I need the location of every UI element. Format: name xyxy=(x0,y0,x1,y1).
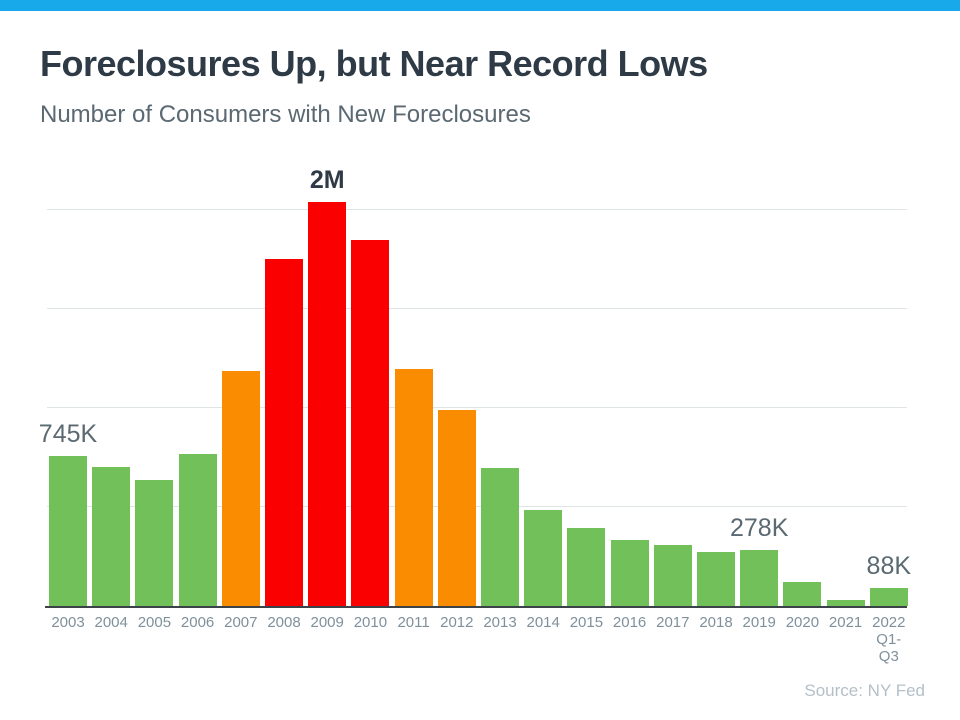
source-note: Source: NY Fed xyxy=(804,681,925,700)
x-axis-label-2016: 2016 xyxy=(612,614,647,631)
x-axis-label-2009: 2009 xyxy=(310,614,344,631)
gridline-1500k xyxy=(47,308,907,309)
bar-2009 xyxy=(308,202,347,606)
data-label-745k: 745K xyxy=(38,420,98,448)
bar-2011 xyxy=(394,369,433,606)
data-label-278k: 278K xyxy=(729,514,789,542)
bar-2007 xyxy=(221,371,260,606)
bar-2014 xyxy=(524,510,563,606)
x-axis-label-2015: 2015 xyxy=(569,614,604,631)
x-axis-label-2005: 2005 xyxy=(137,614,172,631)
bar-2017 xyxy=(653,545,692,606)
gridline-1000k xyxy=(47,407,907,408)
x-axis-label-2018: 2018 xyxy=(699,614,733,631)
gridline-500k xyxy=(47,506,907,507)
bar-2021 xyxy=(826,600,865,606)
bar-2008 xyxy=(265,259,303,606)
bar-2005 xyxy=(135,480,174,606)
x-axis-label-2004: 2004 xyxy=(94,614,128,631)
top-accent-bar xyxy=(0,0,960,11)
bar-2003 xyxy=(49,456,87,606)
x-axis-label-2021: 2021 xyxy=(828,614,863,631)
x-axis-label-2012: 2012 xyxy=(440,614,474,631)
bar-2018 xyxy=(697,552,735,606)
x-axis-label-2011: 2011 xyxy=(397,614,430,631)
bar-2012 xyxy=(437,410,476,606)
x-axis-label-2010: 2010 xyxy=(353,614,388,631)
bar-2010 xyxy=(351,240,390,606)
bar-2019 xyxy=(740,550,779,606)
x-axis-label-2020: 2020 xyxy=(785,614,820,631)
x-axis-label-2003: 2003 xyxy=(51,614,85,631)
bar-chart-plot-area: 2003 2004 2005 2006 2007 2008 2009 2010 2011 2012… xyxy=(39,150,911,665)
x-axis-label-2019: 2019 xyxy=(742,614,776,631)
x-axis-label-2014: 2014 xyxy=(526,614,560,631)
x-axis-label-2007: 2007 xyxy=(224,614,258,631)
bar-2004 xyxy=(92,467,131,606)
bar-2006 xyxy=(178,454,217,606)
data-label-2m: 2M xyxy=(309,166,345,194)
bar-2013 xyxy=(481,468,519,606)
bar-2022-q1-q3 xyxy=(869,588,908,606)
bar-2020 xyxy=(783,582,822,606)
page-title: Foreclosures Up, but Near Record Lows xyxy=(40,43,708,84)
page-subtitle: Number of Consumers with New Foreclosure… xyxy=(40,101,531,128)
data-label-88k: 88K xyxy=(866,552,912,580)
gridline-2000k xyxy=(47,209,907,210)
x-axis-label-2022-q1-q3: 2022 Q1-Q3 xyxy=(872,614,906,665)
bar-2016 xyxy=(610,540,649,606)
x-axis-label-2008: 2008 xyxy=(267,614,301,631)
x-axis-label-2006: 2006 xyxy=(180,614,215,631)
x-axis-label-2017: 2017 xyxy=(656,614,690,631)
x-axis-label-2013: 2013 xyxy=(483,614,517,631)
bar-2015 xyxy=(567,528,606,606)
